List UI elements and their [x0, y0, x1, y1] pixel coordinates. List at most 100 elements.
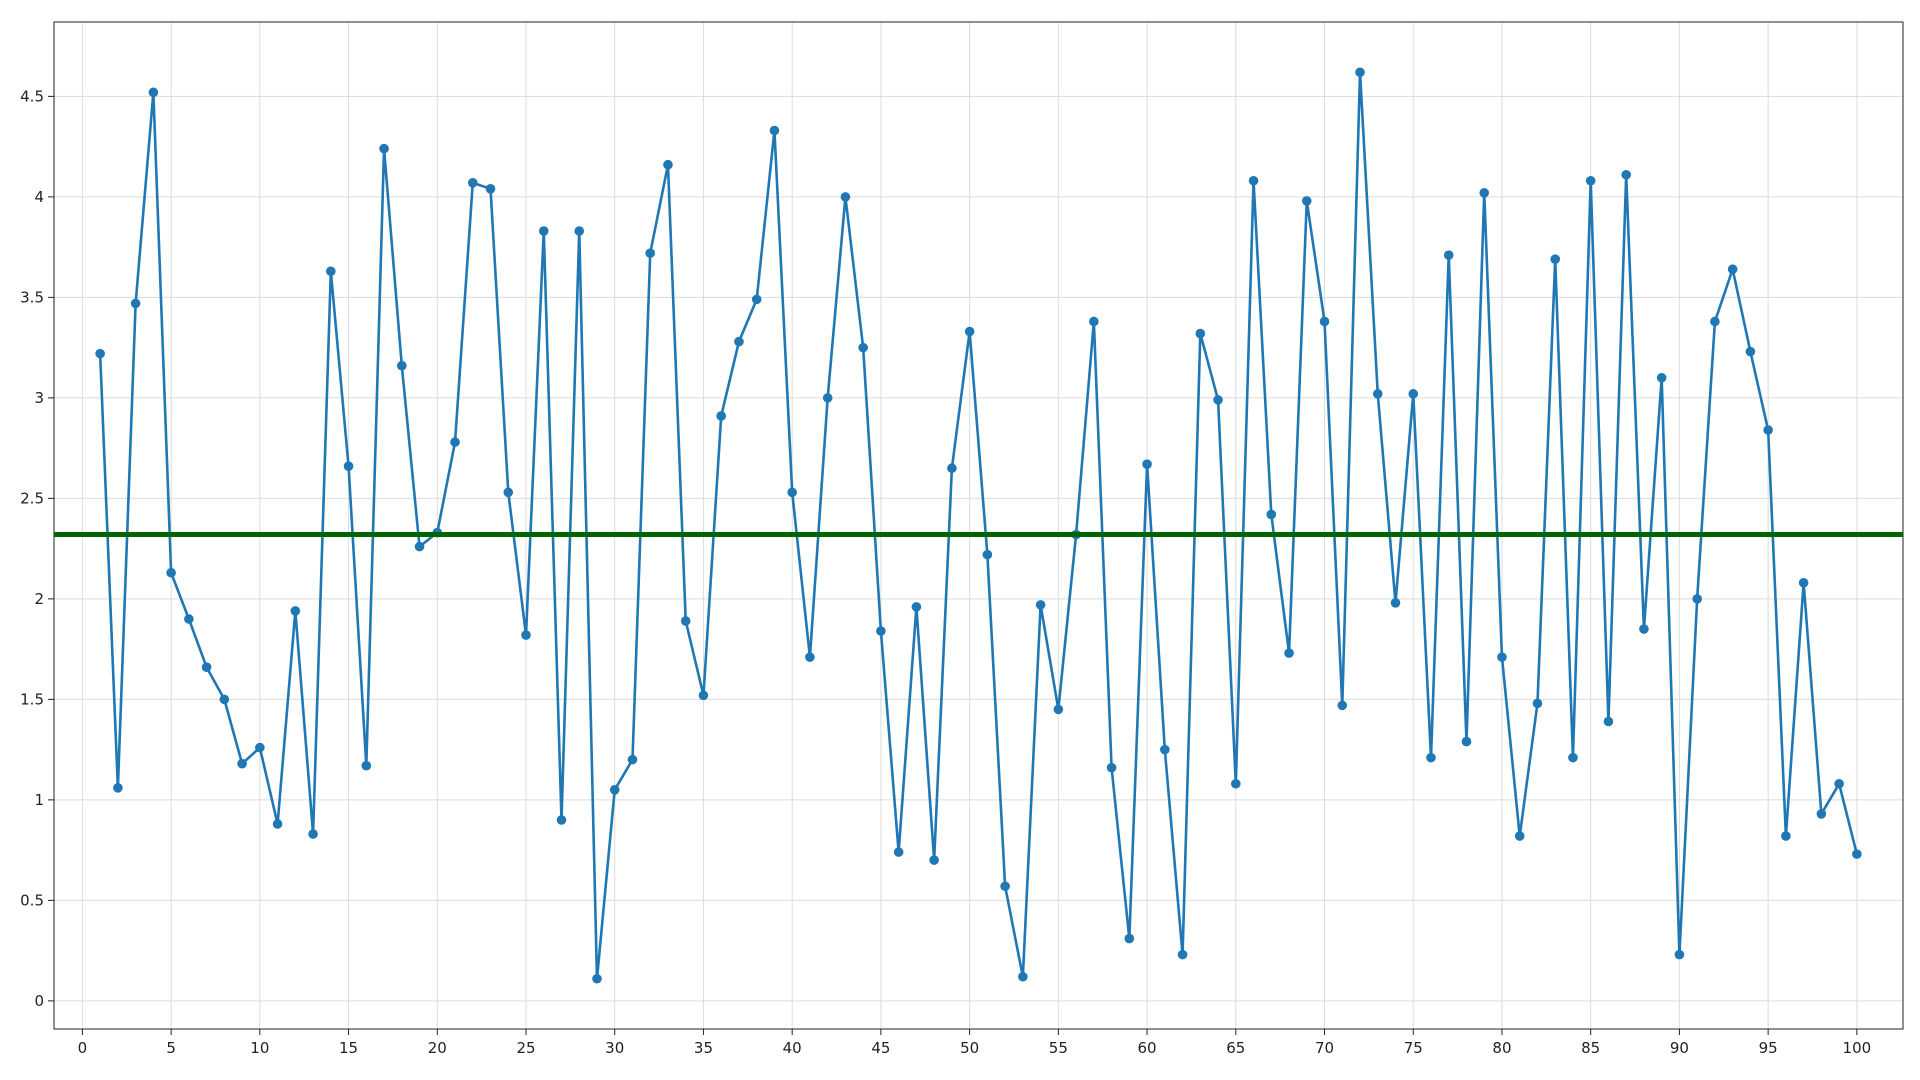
- data-point: [396, 360, 407, 371]
- data-point: [1710, 316, 1720, 327]
- data-point: [1266, 509, 1277, 520]
- data-point: [1248, 175, 1259, 186]
- plot-frame: [53, 21, 1904, 1030]
- data-point: [1177, 949, 1188, 960]
- x-tick-label: 90: [1670, 1039, 1689, 1057]
- data-point: [1230, 778, 1241, 789]
- y-tick-label: 0: [34, 992, 44, 1010]
- data-point: [1142, 459, 1152, 469]
- y-tick-label: 2: [34, 590, 44, 608]
- data-point: [1550, 254, 1561, 264]
- data-point: [148, 87, 159, 98]
- data-point: [982, 549, 993, 560]
- data-point: [1355, 67, 1365, 78]
- data-point: [1781, 831, 1791, 841]
- data-point: [769, 125, 780, 136]
- data-point: [556, 815, 567, 825]
- data-point: [272, 819, 283, 829]
- data-point: [947, 463, 957, 474]
- data-point: [734, 336, 744, 347]
- x-tick-label: 55: [1049, 1039, 1068, 1057]
- data-point: [1585, 175, 1596, 186]
- data-point: [1284, 648, 1294, 658]
- data-point: [503, 487, 514, 498]
- y-tick-label: 1: [34, 791, 44, 809]
- data-point: [1089, 316, 1099, 327]
- data-point: [1372, 389, 1383, 399]
- data-point: [1763, 425, 1773, 435]
- data-point: [379, 143, 389, 154]
- y-tick-label: 0.5: [20, 891, 44, 909]
- data-point: [680, 616, 691, 626]
- data-point: [1000, 881, 1010, 892]
- data-point: [929, 855, 939, 865]
- series-line: [98, 72, 1859, 979]
- data-point: [876, 626, 886, 636]
- data-point: [166, 567, 176, 578]
- x-tick-label: 85: [1581, 1039, 1600, 1057]
- x-tick-label: 65: [1226, 1039, 1245, 1057]
- data-point: [414, 541, 425, 552]
- data-point: [113, 783, 123, 793]
- y-tick-label: 4: [34, 188, 44, 206]
- data-point: [521, 630, 531, 640]
- data-point: [964, 326, 975, 337]
- data-point: [1408, 389, 1419, 399]
- x-tick-label: 70: [1315, 1039, 1334, 1057]
- data-point: [1213, 395, 1223, 405]
- data-point: [627, 754, 638, 765]
- data-point: [1053, 704, 1064, 715]
- y-tick-label: 4.5: [20, 87, 44, 105]
- data-point: [467, 177, 478, 188]
- data-point: [1497, 652, 1507, 662]
- data-point: [645, 248, 656, 258]
- data-point: [1852, 849, 1862, 859]
- data-point: [1390, 598, 1401, 608]
- x-tick-label: 60: [1138, 1039, 1157, 1057]
- data-point: [1514, 831, 1525, 841]
- data-point: [184, 614, 194, 624]
- y-tick-label: 1.5: [20, 690, 44, 708]
- x-tick-label: 5: [166, 1039, 176, 1057]
- data-point: [219, 694, 230, 705]
- y-tick-label: 3: [34, 389, 44, 407]
- data-point: [201, 662, 212, 673]
- data-point: [1692, 594, 1702, 604]
- y-tick-label: 2.5: [20, 489, 44, 507]
- x-tick-label: 35: [694, 1039, 713, 1057]
- data-point: [1603, 716, 1614, 727]
- data-point: [290, 606, 301, 616]
- x-tick-label: 80: [1492, 1039, 1511, 1057]
- data-point: [343, 461, 354, 472]
- data-point: [450, 437, 460, 447]
- data-point: [1195, 328, 1206, 339]
- data-point: [95, 348, 105, 359]
- data-point: [485, 184, 496, 194]
- data-point: [1443, 250, 1454, 260]
- data-point: [592, 973, 602, 984]
- data-point: [751, 294, 762, 305]
- data-point: [716, 411, 727, 421]
- data-point: [1035, 600, 1046, 610]
- data-point: [1621, 169, 1631, 180]
- data-point: [308, 829, 318, 839]
- y-tick-label: 3.5: [20, 288, 44, 306]
- data-point: [893, 847, 904, 857]
- data-point: [1124, 933, 1135, 944]
- x-tick-label: 0: [78, 1039, 88, 1057]
- data-point: [1639, 624, 1649, 634]
- data-point: [1160, 744, 1170, 755]
- data-point: [1798, 577, 1809, 588]
- data-point: [361, 760, 372, 771]
- data-point: [1106, 762, 1117, 773]
- data-point: [805, 652, 815, 662]
- data-point: [1479, 188, 1490, 198]
- data-point: [326, 266, 336, 277]
- x-tick-label: 20: [428, 1039, 447, 1057]
- data-point: [609, 785, 620, 795]
- data-point: [574, 226, 585, 236]
- data-point: [698, 690, 709, 701]
- data-point: [1426, 752, 1436, 763]
- data-point: [538, 226, 549, 236]
